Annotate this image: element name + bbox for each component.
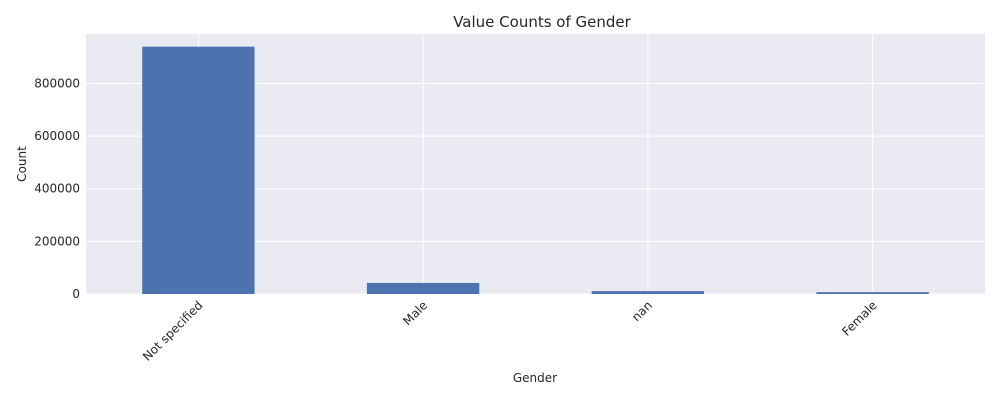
y-tick-label: 0 bbox=[72, 287, 80, 301]
x-tick-label: Female bbox=[839, 298, 880, 339]
bar-layer bbox=[142, 46, 929, 295]
x-tick-label: Not specified bbox=[140, 298, 205, 363]
y-tick-label: 600000 bbox=[34, 129, 80, 143]
chart-title: Value Counts of Gender bbox=[453, 13, 631, 31]
bar-male bbox=[366, 282, 480, 294]
bar-nan bbox=[591, 291, 705, 294]
y-tick-label: 400000 bbox=[34, 182, 80, 196]
bar-not-specified bbox=[142, 46, 255, 295]
x-tick-label: Male bbox=[400, 298, 430, 328]
bar-female bbox=[816, 292, 929, 294]
y-axis-label: Count bbox=[15, 146, 29, 182]
x-axis-label: Gender bbox=[513, 371, 557, 385]
y-tick-label: 200000 bbox=[34, 234, 80, 248]
x-tick-label: nan bbox=[629, 298, 655, 324]
y-tick-labels: 0 200000 400000 600000 800000 bbox=[34, 76, 80, 301]
y-tick-label: 800000 bbox=[34, 76, 80, 90]
x-tick-labels: Not specified Male nan Female bbox=[140, 298, 880, 363]
